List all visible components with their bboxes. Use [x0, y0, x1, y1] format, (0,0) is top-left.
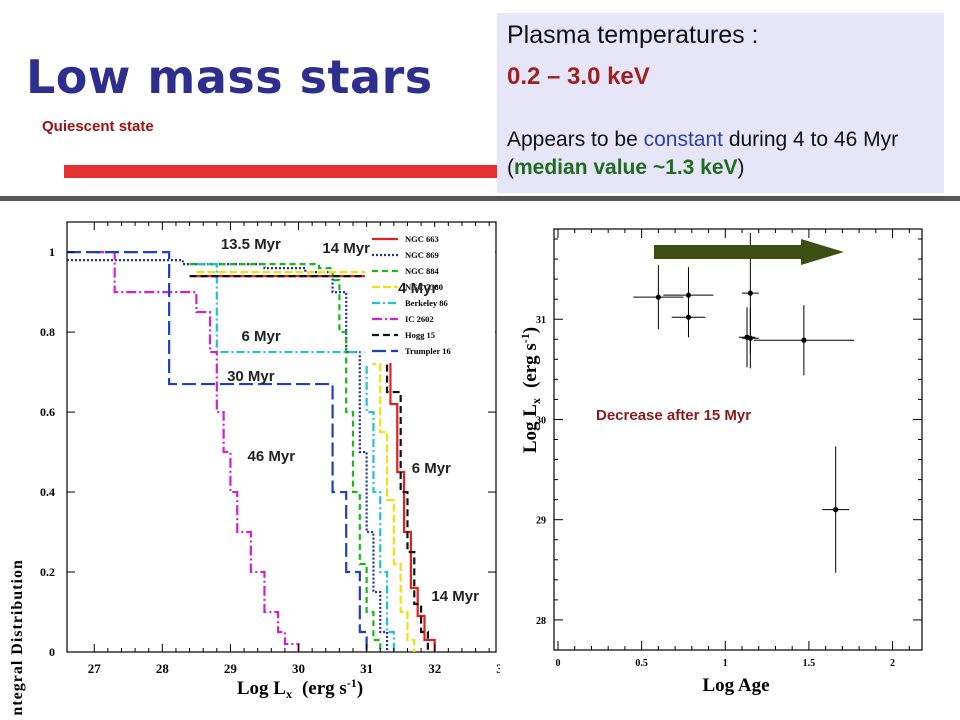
- legend-label: Berkeley 86: [405, 298, 448, 308]
- left-xlabel-exp: -1: [347, 676, 357, 690]
- left-ylabel: Integral Distribution: [9, 559, 26, 715]
- right-ylabel-close: ): [520, 327, 541, 333]
- right-ytick-label: 30: [536, 415, 546, 426]
- right-ylabel-sub: x: [529, 398, 543, 404]
- right-xtick-label: 0: [556, 658, 561, 669]
- left-xtick-label: 30: [292, 661, 305, 676]
- right-ylabel: Log Lx (erg s-1): [518, 327, 543, 453]
- right-xtick-label: 1.5: [803, 658, 816, 669]
- data-point: [747, 335, 753, 341]
- left-xtick-label: 33: [496, 661, 500, 676]
- left-annotation-label: 14 Myr: [322, 240, 370, 257]
- left-annotation-label: 4 Myr: [398, 280, 437, 297]
- right-ytick-label: 29: [536, 516, 546, 527]
- left-xlabel-sub: x: [286, 687, 292, 701]
- info-temperature-range: 0.2 – 3.0 keV: [507, 63, 650, 90]
- left-legend: NGC 663 NGC 869 NGC 884 NGC 7380 Berkeley 86…: [365, 227, 495, 363]
- integral-distribution-chart: 2728293031323300.20.40.60.81 NGC 663NGC …: [9, 221, 500, 715]
- info-text-a: Appears to be: [507, 128, 644, 151]
- left-ytick-label: 0.4: [40, 485, 55, 499]
- info-text-e: ): [737, 156, 745, 179]
- legend-label: NGC 7380: [405, 282, 443, 292]
- info-text-c: during 4 to 46 Myr (: [507, 128, 899, 179]
- left-annotation-label: 6 Myr: [241, 328, 280, 345]
- info-text-median: median value ~1.3 keV: [514, 156, 738, 179]
- data-point: [801, 337, 807, 343]
- left-xlabel-main: Log L: [237, 678, 286, 699]
- right-ylabel-exp: -1: [518, 333, 532, 343]
- left-xlabel: Log Lx (erg s-1): [237, 676, 363, 701]
- left-annotation-label: 30 Myr: [227, 368, 275, 385]
- left-ytick-label: 0.8: [40, 325, 55, 339]
- right-ylabel-main: Log L: [520, 404, 541, 453]
- left-plot-border: [66, 221, 497, 653]
- left-annotation-label: 6 Myr: [412, 460, 451, 477]
- series-line-ngc-884: [189, 262, 382, 652]
- right-ylabel-unit: (erg s: [520, 343, 541, 388]
- accent-bar: [64, 165, 500, 178]
- left-annotations: 13.5 Myr 14 Myr 4 Myr 6 Myr 30 Myr 46 Myr 6 My…: [221, 236, 479, 605]
- left-ytick-label: 0.2: [40, 565, 55, 579]
- right-ytick-label: 28: [536, 616, 546, 627]
- series-line-trumpler-16: [67, 251, 368, 652]
- left-xtick-label: 28: [156, 661, 170, 676]
- left-xlabel-unit: (erg s: [302, 678, 347, 699]
- info-box: Plasma temperatures : 0.2 – 3.0 keV Appe…: [497, 13, 944, 193]
- data-point: [685, 292, 692, 298]
- left-ytick-label: 1: [49, 245, 55, 259]
- left-xtick-label: 32: [428, 661, 441, 676]
- right-xtick-label: 1: [723, 658, 728, 669]
- left-xtick-label: 31: [360, 661, 373, 676]
- right-xlabel: Log Age: [702, 675, 769, 696]
- right-xtick-label: 2: [890, 658, 895, 669]
- right-annotation: Decrease after 15 Myr: [596, 407, 751, 424]
- divider: [0, 196, 960, 201]
- right-points-group: [633, 233, 855, 573]
- right-ytick-label: 31: [536, 315, 546, 326]
- left-annotation-label: 14 Myr: [431, 588, 479, 605]
- data-point: [655, 294, 661, 300]
- right-plot-border: [553, 228, 923, 651]
- info-text-constant: constant: [643, 128, 723, 151]
- info-description: Appears to be constant during 4 to 46 My…: [507, 126, 937, 182]
- legend-label: Trumpler 16: [405, 346, 451, 356]
- legend-label: IC 2602: [405, 314, 434, 324]
- time-arrow-icon: [654, 239, 844, 265]
- right-axes-group: 0 0.5 1 1.5 2 28 29 30 31: [536, 229, 922, 669]
- right-xtick-label: 0.5: [635, 658, 648, 669]
- legend-label: NGC 884: [405, 266, 440, 276]
- left-annotation-label: 13.5 Myr: [221, 236, 281, 253]
- left-ytick-label: 0: [49, 645, 55, 659]
- left-xtick-label: 27: [88, 661, 102, 676]
- legend-label: Hogg 15: [405, 330, 435, 340]
- series-line-berkeley-86: [196, 262, 395, 652]
- page-title: Low mass stars: [26, 50, 433, 104]
- right-plot-frame: [553, 228, 923, 651]
- legend-label: NGC 663: [405, 234, 439, 244]
- page-subtitle: Quiescent state: [42, 118, 154, 135]
- data-point: [833, 507, 839, 513]
- left-xlabel-close: ): [357, 678, 363, 699]
- left-ytick-label: 0.6: [40, 405, 55, 419]
- left-axes-group: 27 28 29 30 31 32 33 0 0.2 0.4 0.6 0.8 1: [40, 222, 500, 676]
- series-line-ic-2602: [94, 251, 300, 652]
- left-xtick-label: 29: [224, 661, 238, 676]
- info-heading: Plasma temperatures :: [507, 21, 759, 49]
- left-plot-frame: [66, 221, 497, 653]
- data-point: [685, 314, 692, 320]
- data-point: [747, 290, 753, 296]
- legend-background: [365, 227, 495, 363]
- left-annotation-label: 46 Myr: [248, 448, 296, 465]
- legend-label: NGC 869: [405, 250, 439, 260]
